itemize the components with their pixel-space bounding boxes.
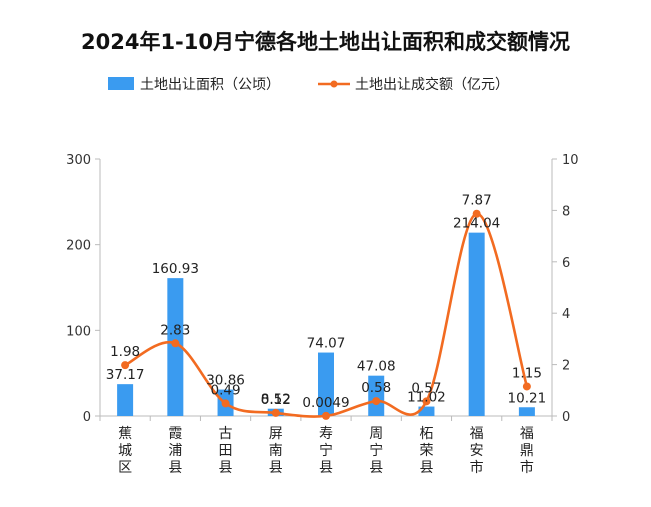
line-point-6	[422, 397, 431, 406]
category-label-7: 福安市	[470, 426, 484, 476]
line-point-0	[121, 361, 130, 370]
data-labels: 37.17 160.93 30.86 8.52 74.07 47.08 11.02 214.0…	[106, 193, 546, 411]
left-axis-tick-label: 300	[66, 153, 91, 168]
category-label-3: 屏南县	[269, 426, 283, 476]
category-label-2: 古田县	[219, 426, 233, 476]
line-point-7	[472, 209, 481, 218]
bar-value-label-3: 8.52	[261, 392, 291, 408]
legend-line-label: 土地出让成交额（亿元）	[355, 76, 509, 93]
line-series	[121, 209, 531, 420]
line-point-8	[522, 382, 531, 391]
bar-value-label-6: 11.02	[407, 390, 446, 406]
category-label-4: 寿宁县	[319, 425, 333, 476]
bar-value-label-8: 10.21	[508, 390, 547, 406]
chart-title: 2024年1-10月宁德各地土地出让面积和成交额情况	[81, 30, 570, 54]
bar-8	[518, 407, 535, 416]
bar-4	[318, 352, 334, 416]
bar-7	[468, 232, 485, 416]
left-axis-tick-label: 0	[83, 410, 91, 425]
line-value-label-2: 0.49	[211, 382, 241, 398]
category-label-6: 柘荣县	[419, 426, 433, 476]
bar-value-label-4: 74.07	[307, 336, 346, 352]
right-axis-tick-label: 10	[562, 153, 579, 168]
bar-value-label-7: 214.04	[453, 216, 500, 232]
category-label-8: 福鼎市	[520, 426, 534, 476]
line-value-label-7: 7.87	[462, 193, 492, 209]
bar-5	[368, 375, 385, 416]
line-value-label-6: 0.57	[411, 380, 441, 396]
line-point-2	[221, 399, 230, 408]
right-axis-tick-label: 4	[562, 307, 570, 322]
category-label-0: 蕉城区	[118, 426, 132, 476]
bar-value-label-5: 47.08	[357, 359, 396, 375]
left-axis-tick-label: 200	[66, 239, 91, 254]
line-value-label-5: 0.58	[361, 380, 391, 396]
bar-value-label-2: 30.86	[206, 373, 245, 389]
legend-bar-label: 土地出让面积（公顷）	[140, 77, 280, 93]
line-point-1	[171, 339, 180, 348]
right-axis-tick-label: 0	[562, 410, 570, 425]
line-value-label-3: 0.12	[261, 392, 291, 408]
line-point-4	[322, 411, 330, 420]
line-point-3	[271, 408, 280, 417]
right-axis-tick-label: 8	[562, 204, 570, 219]
line-value-label-4: 0.0049	[302, 395, 349, 411]
bar-6	[418, 406, 435, 416]
bar-value-label-0: 37.17	[106, 367, 145, 383]
bar-value-label-1: 160.93	[152, 261, 199, 277]
line-value-label-8: 1.15	[512, 365, 542, 381]
right-axis-tick-label: 2	[562, 359, 570, 374]
category-label-1: 霞浦县	[168, 426, 182, 476]
right-axis-tick-label: 6	[562, 256, 570, 271]
category-label-5: 周宁县	[369, 426, 383, 476]
line-value-label-0: 1.98	[110, 344, 140, 360]
legend: 土地出让面积（公顷） 土地出让成交额（亿元）	[108, 76, 509, 93]
line-value-label-1: 2.83	[160, 322, 190, 338]
axes: 0 100 200 300 0 2 4 6 8 10	[66, 153, 578, 425]
line-point-5	[372, 397, 381, 406]
category-labels: 蕉城区 霞浦县 古田县 屏南县 寿宁县 周宁县 柘荣县 福安市 福鼎市	[118, 425, 534, 476]
bar-0	[117, 384, 134, 416]
left-axis-tick-label: 100	[66, 324, 91, 339]
legend-line-marker	[330, 80, 338, 88]
legend-bar-swatch	[108, 77, 134, 90]
